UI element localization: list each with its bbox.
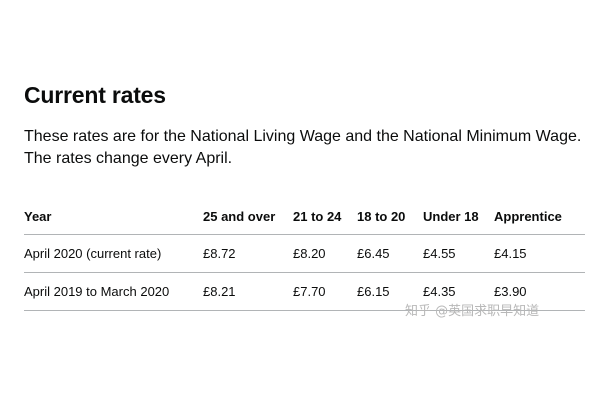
cell-apprentice: £3.90 xyxy=(494,272,585,311)
header-year: Year xyxy=(24,199,203,235)
cell-18-to-20: £6.45 xyxy=(357,234,423,273)
cell-21-to-24: £7.70 xyxy=(293,272,357,311)
rates-table: Year 25 and over 21 to 24 18 to 20 Under… xyxy=(24,199,585,311)
cell-under-18: £4.55 xyxy=(423,234,494,273)
table-header-row: Year 25 and over 21 to 24 18 to 20 Under… xyxy=(24,199,585,235)
section-heading: Current rates xyxy=(24,82,166,108)
cell-25-and-over: £8.72 xyxy=(203,234,293,273)
header-25-and-over: 25 and over xyxy=(203,199,293,235)
table-row: April 2019 to March 2020 £8.21 £7.70 £6.… xyxy=(24,272,585,311)
cell-21-to-24: £8.20 xyxy=(293,234,357,273)
cell-18-to-20: £6.15 xyxy=(357,272,423,311)
table-row: April 2020 (current rate) £8.72 £8.20 £6… xyxy=(24,234,585,273)
watermark: 知乎 @英国求职早知道 xyxy=(405,304,540,319)
cell-under-18: £4.35 xyxy=(423,272,494,311)
header-under-18: Under 18 xyxy=(423,199,494,235)
header-18-to-20: 18 to 20 xyxy=(357,199,423,235)
cell-year: April 2020 (current rate) xyxy=(24,234,203,273)
cell-year: April 2019 to March 2020 xyxy=(24,272,203,311)
cell-25-and-over: £8.21 xyxy=(203,272,293,311)
cell-apprentice: £4.15 xyxy=(494,234,585,273)
header-apprentice: Apprentice xyxy=(494,199,585,235)
header-21-to-24: 21 to 24 xyxy=(293,199,357,235)
intro-paragraph: These rates are for the National Living … xyxy=(24,128,582,167)
